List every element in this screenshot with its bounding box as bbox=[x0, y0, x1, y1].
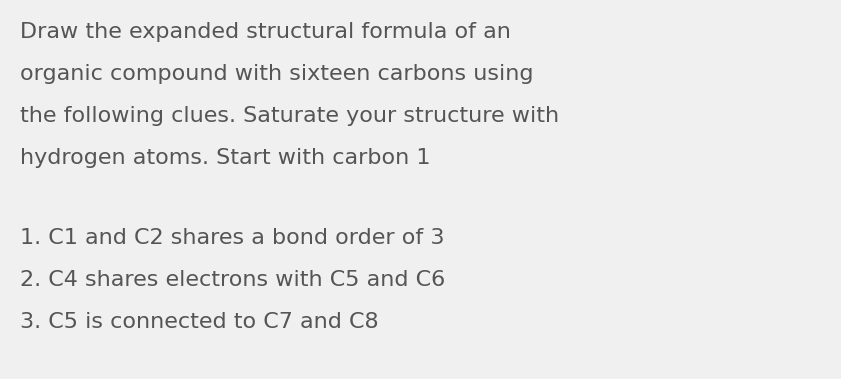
Text: 3. C5 is connected to C7 and C8: 3. C5 is connected to C7 and C8 bbox=[20, 312, 378, 332]
Text: Draw the expanded structural formula of an: Draw the expanded structural formula of … bbox=[20, 22, 510, 42]
Text: the following clues. Saturate your structure with: the following clues. Saturate your struc… bbox=[20, 106, 559, 126]
Text: 1. C1 and C2 shares a bond order of 3: 1. C1 and C2 shares a bond order of 3 bbox=[20, 228, 445, 248]
Text: hydrogen atoms. Start with carbon 1: hydrogen atoms. Start with carbon 1 bbox=[20, 148, 431, 168]
Text: organic compound with sixteen carbons using: organic compound with sixteen carbons us… bbox=[20, 64, 533, 84]
Text: 2. C4 shares electrons with C5 and C6: 2. C4 shares electrons with C5 and C6 bbox=[20, 270, 445, 290]
